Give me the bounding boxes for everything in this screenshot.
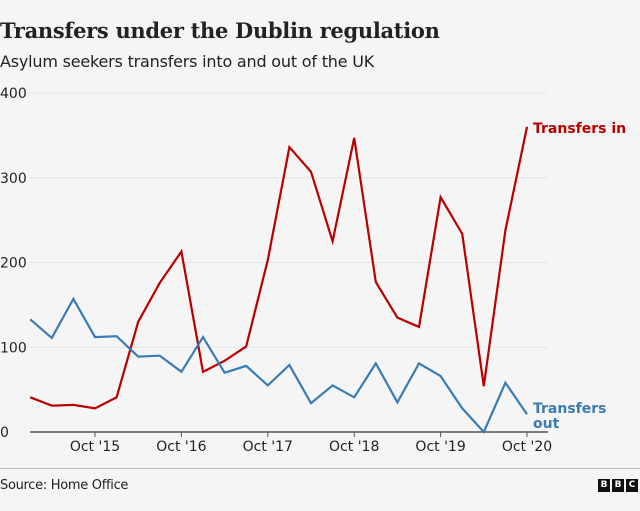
footer-divider — [0, 468, 640, 469]
chart-title: Transfers under the Dublin regulation — [0, 18, 440, 43]
series-lines — [29, 126, 529, 434]
chart-subtitle: Asylum seekers transfers into and out of… — [0, 52, 375, 71]
series-line-transfers-out — [29, 296, 528, 434]
x-tick-label: Oct '15 — [70, 439, 120, 455]
bbc-logo-letter: B — [598, 479, 610, 492]
series-label-line: out — [533, 416, 560, 432]
series-labels: Transfers in Transfers out — [533, 121, 626, 432]
y-tick-label: 300 — [0, 171, 27, 187]
series-label-transfers-out: Transfers out — [533, 401, 607, 432]
y-tick-label: 100 — [0, 340, 27, 356]
x-tick-label: Oct '17 — [243, 439, 293, 455]
bbc-logo-letter: B — [612, 479, 624, 492]
y-tick-label: 0 — [0, 425, 9, 441]
series-label-transfers-in: Transfers in — [533, 121, 626, 137]
series-label-line: Transfers — [533, 401, 607, 417]
series-line-transfers-in — [29, 126, 529, 410]
x-tick-label: Oct '19 — [415, 439, 465, 455]
y-tick-label: 200 — [0, 256, 27, 272]
bbc-logo: B B C — [598, 479, 638, 492]
series-label-line: Transfers in — [533, 121, 626, 137]
y-tick-label: 400 — [0, 86, 27, 102]
x-tick-label: Oct '20 — [502, 439, 552, 455]
bbc-logo-letter: C — [626, 479, 638, 492]
y-axis-tick-labels: 0 100 200 300 400 — [0, 86, 27, 441]
x-axis: Oct '15 Oct '16 Oct '17 Oct '18 Oct '19 Oct '… — [30, 431, 552, 455]
source-note: Source: Home Office — [0, 478, 129, 493]
x-tick-label: Oct '16 — [156, 439, 206, 455]
x-tick-label: Oct '18 — [329, 439, 379, 455]
gridlines — [30, 92, 548, 348]
